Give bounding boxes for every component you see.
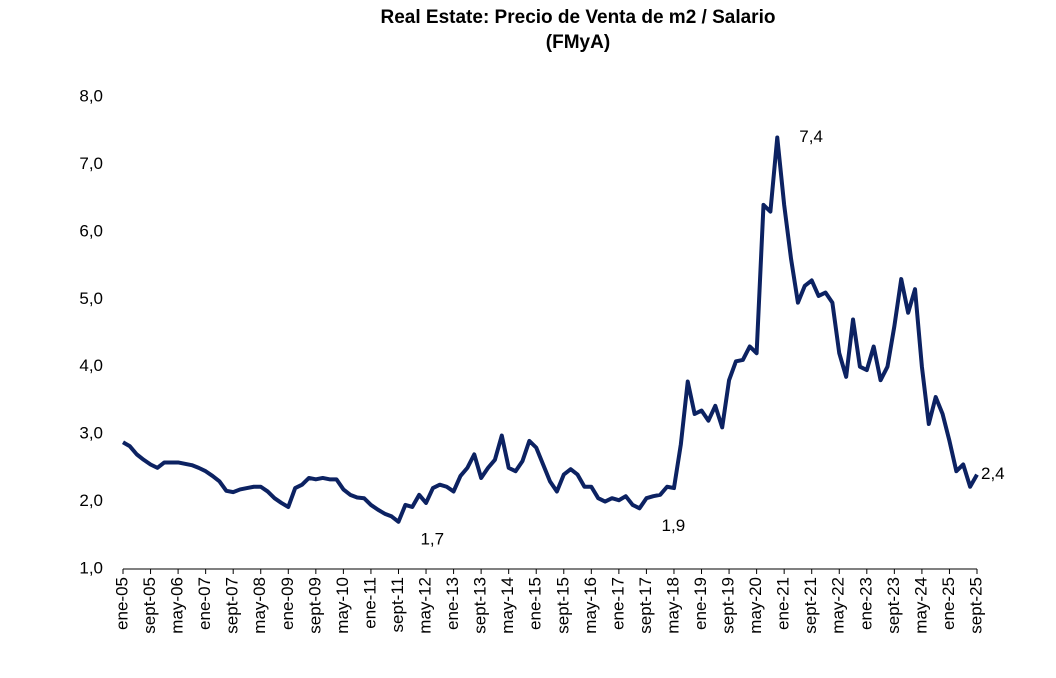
- x-tick-label: may-20: [746, 577, 765, 634]
- data-label: 1,9: [662, 516, 686, 535]
- x-tick-label: may-16: [581, 577, 600, 634]
- x-tick-label: ene-13: [443, 577, 462, 630]
- x-tick-label: ene-25: [939, 577, 958, 630]
- x-tick-label: ene-11: [360, 577, 379, 629]
- x-tick-label: may-18: [663, 577, 682, 634]
- y-tick-label: 7,0: [79, 154, 103, 173]
- x-tick-label: may-08: [250, 577, 269, 634]
- x-tick-label: may-14: [498, 577, 517, 634]
- y-tick-label: 3,0: [79, 424, 103, 443]
- y-tick-label: 5,0: [79, 289, 103, 308]
- x-tick-label: sept-23: [884, 577, 903, 634]
- x-tick-label: ene-19: [691, 577, 710, 630]
- x-tick-label: ene-23: [856, 577, 875, 630]
- x-tick-label: sept-17: [636, 577, 655, 634]
- data-label: 2,4: [981, 464, 1005, 483]
- x-tick-label: sept-13: [471, 577, 490, 634]
- x-tick-label: may-22: [829, 577, 848, 634]
- x-tick-label: sept-09: [305, 577, 324, 634]
- chart-title: Real Estate: Precio de Venta de m2 / Sal…: [381, 7, 776, 28]
- x-tick-label: sept-11: [388, 577, 407, 632]
- x-tick-label: sept-15: [553, 577, 572, 634]
- y-tick-label: 1,0: [79, 558, 103, 577]
- y-tick-label: 6,0: [79, 221, 103, 240]
- line-series: [121, 135, 979, 524]
- x-tick-label: ene-09: [278, 577, 297, 630]
- x-tick-label: ene-05: [112, 577, 131, 630]
- x-tick-label: ene-07: [195, 577, 214, 630]
- x-tick-label: may-06: [168, 577, 187, 634]
- x-tick-label: ene-17: [608, 577, 627, 630]
- x-tick-label: ene-21: [774, 577, 793, 630]
- y-tick-label: 8,0: [79, 86, 103, 105]
- x-tick-label: may-12: [416, 577, 435, 634]
- x-tick-label: sept-07: [223, 577, 242, 634]
- x-tick-label: sept-25: [966, 577, 985, 634]
- x-tick-label: ene-15: [526, 577, 545, 630]
- x-tick-label: sept-21: [801, 577, 820, 634]
- chart-title: (FMyA): [546, 32, 610, 53]
- data-label: 1,7: [420, 529, 444, 548]
- data-label: 7,4: [799, 127, 823, 146]
- x-tick-label: may-10: [333, 577, 352, 634]
- y-tick-label: 2,0: [79, 491, 103, 510]
- x-tick-label: sept-19: [719, 577, 738, 634]
- y-tick-label: 4,0: [79, 356, 103, 375]
- x-tick-label: may-24: [911, 577, 930, 634]
- x-tick-label: sept-05: [140, 577, 159, 634]
